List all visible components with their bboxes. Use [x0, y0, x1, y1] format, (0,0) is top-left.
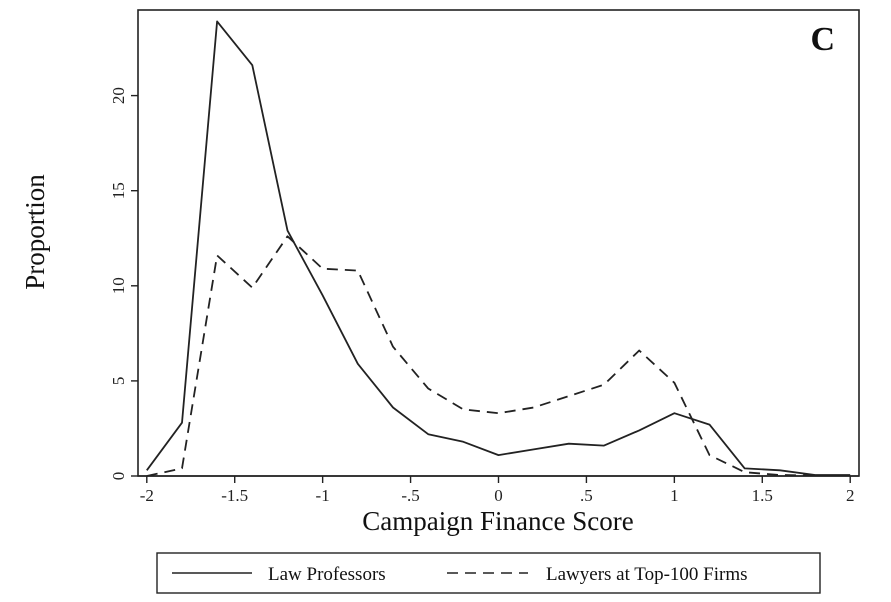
- x-axis-title: Campaign Finance Score: [362, 506, 633, 536]
- legend: Law Professors Lawyers at Top-100 Firms: [156, 552, 821, 594]
- y-tick-label: 20: [109, 87, 128, 104]
- x-tick-label: -1.5: [221, 486, 248, 505]
- series-line-lawyers-top-100: [146, 235, 851, 477]
- x-tick-label: -.5: [401, 486, 419, 505]
- y-tick-label: 15: [109, 182, 128, 199]
- y-axis: 0 5 10 15 20: [109, 87, 138, 480]
- x-tick-label: .5: [580, 486, 593, 505]
- series-line-law-professors: [146, 20, 851, 476]
- x-axis: -2 -1.5 -1 -.5 0 .5 1 1.5 2: [140, 476, 855, 505]
- x-tick-label: 1.5: [752, 486, 773, 505]
- x-tick-label: 0: [494, 486, 503, 505]
- y-tick-label: 10: [109, 277, 128, 294]
- y-tick-label: 0: [109, 472, 128, 481]
- x-tick-label: -2: [140, 486, 154, 505]
- y-axis-title: Proportion: [20, 174, 50, 290]
- x-tick-label: -1: [316, 486, 330, 505]
- series-layer: [146, 20, 851, 477]
- plot-frame: [137, 9, 860, 477]
- panel-label: C: [810, 21, 835, 58]
- y-tick-label: 5: [109, 377, 128, 386]
- legend-label-lawyers-top-100: Lawyers at Top-100 Firms: [546, 564, 748, 585]
- legend-label-law-professors: Law Professors: [268, 564, 386, 585]
- x-tick-label: 2: [846, 486, 855, 505]
- x-tick-label: 1: [670, 486, 679, 505]
